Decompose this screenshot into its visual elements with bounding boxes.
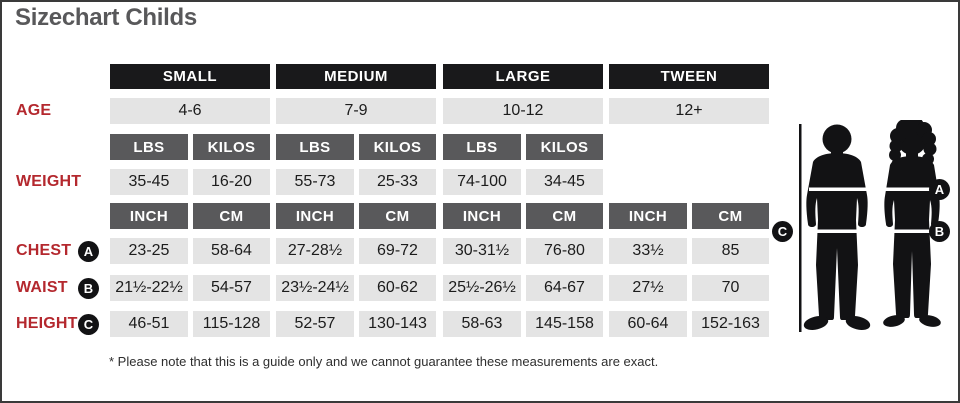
row-label-chest: CHEST xyxy=(16,242,72,259)
height-cm-cell: 130-143 xyxy=(359,311,436,337)
waist-measure-line xyxy=(809,229,940,233)
height-cm-cell: 152-163 xyxy=(692,311,769,337)
page-title: Sizechart Childs xyxy=(15,4,197,31)
unit-header-kilos: KILOS xyxy=(359,134,436,160)
unit-header-lbs: LBS xyxy=(110,134,188,160)
row-label-weight: WEIGHT xyxy=(16,173,82,190)
unit-header-kilos: KILOS xyxy=(193,134,270,160)
unit-header-cm: CM xyxy=(193,203,270,229)
height-inch-cell: 60-64 xyxy=(609,311,687,337)
size-header: SMALL xyxy=(110,64,270,89)
row-label-height: HEIGHT xyxy=(16,315,78,332)
age-cell: 7-9 xyxy=(276,98,436,124)
waist-cm-cell: 70 xyxy=(692,275,769,301)
height-inch-cell: 46-51 xyxy=(110,311,188,337)
waist-cm-cell: 64-67 xyxy=(526,275,603,301)
waist-badge-b-icon: B xyxy=(78,278,99,299)
size-column-medium: MEDIUM 7-9 LBS KILOS 55-73 25-33 INCH CM… xyxy=(276,2,436,401)
age-cell: 12+ xyxy=(609,98,769,124)
chest-cm-cell: 76-80 xyxy=(526,238,603,264)
height-inch-cell: 52-57 xyxy=(276,311,354,337)
weight-kilos-cell: 16-20 xyxy=(193,169,270,195)
row-label-age: AGE xyxy=(16,102,52,119)
waist-inch-cell: 23½-24½ xyxy=(276,275,354,301)
size-column-tween: TWEEN 12+ INCH CM 33½ 85 27½ 70 60-64 15… xyxy=(609,2,769,401)
age-cell: 10-12 xyxy=(443,98,603,124)
silhouette-badge-a-icon: A xyxy=(929,179,950,200)
unit-header-cm: CM xyxy=(692,203,769,229)
unit-header-cm: CM xyxy=(359,203,436,229)
silhouette-badge-c-icon: C xyxy=(772,221,793,242)
chest-badge-a-icon: A xyxy=(78,241,99,262)
size-header: LARGE xyxy=(443,64,603,89)
weight-lbs-cell: 55-73 xyxy=(276,169,354,195)
size-column-small: SMALL 4-6 LBS KILOS 35-45 16-20 INCH CM … xyxy=(110,2,270,401)
chest-cm-cell: 58-64 xyxy=(193,238,270,264)
unit-header-inch: INCH xyxy=(609,203,687,229)
height-measure-line xyxy=(799,124,802,332)
unit-header-inch: INCH xyxy=(110,203,188,229)
chest-cm-cell: 85 xyxy=(692,238,769,264)
weight-lbs-cell: 74-100 xyxy=(443,169,521,195)
height-cm-cell: 115-128 xyxy=(193,311,270,337)
height-cm-cell: 145-158 xyxy=(526,311,603,337)
size-header: MEDIUM xyxy=(276,64,436,89)
weight-kilos-cell: 34-45 xyxy=(526,169,603,195)
chest-inch-cell: 23-25 xyxy=(110,238,188,264)
waist-inch-cell: 25½-26½ xyxy=(443,275,521,301)
waist-inch-cell: 21½-22½ xyxy=(110,275,188,301)
unit-header-cm: CM xyxy=(526,203,603,229)
unit-header-inch: INCH xyxy=(276,203,354,229)
chest-inch-cell: 27-28½ xyxy=(276,238,354,264)
weight-kilos-cell: 25-33 xyxy=(359,169,436,195)
chest-inch-cell: 33½ xyxy=(609,238,687,264)
chest-cm-cell: 69-72 xyxy=(359,238,436,264)
size-header: TWEEN xyxy=(609,64,769,89)
unit-header-lbs: LBS xyxy=(443,134,521,160)
unit-header-inch: INCH xyxy=(443,203,521,229)
chest-measure-line xyxy=(809,187,940,191)
children-silhouette-graphic xyxy=(799,120,941,332)
unit-header-kilos: KILOS xyxy=(526,134,603,160)
row-label-waist: WAIST xyxy=(16,279,68,296)
waist-cm-cell: 60-62 xyxy=(359,275,436,301)
height-badge-c-icon: C xyxy=(78,314,99,335)
waist-inch-cell: 27½ xyxy=(609,275,687,301)
silhouette-badge-b-icon: B xyxy=(929,221,950,242)
age-cell: 4-6 xyxy=(110,98,270,124)
weight-lbs-cell: 35-45 xyxy=(110,169,188,195)
height-inch-cell: 58-63 xyxy=(443,311,521,337)
footnote: * Please note that this is a guide only … xyxy=(109,354,659,369)
unit-header-lbs: LBS xyxy=(276,134,354,160)
waist-cm-cell: 54-57 xyxy=(193,275,270,301)
chest-inch-cell: 30-31½ xyxy=(443,238,521,264)
size-column-large: LARGE 10-12 LBS KILOS 74-100 34-45 INCH … xyxy=(443,2,603,401)
